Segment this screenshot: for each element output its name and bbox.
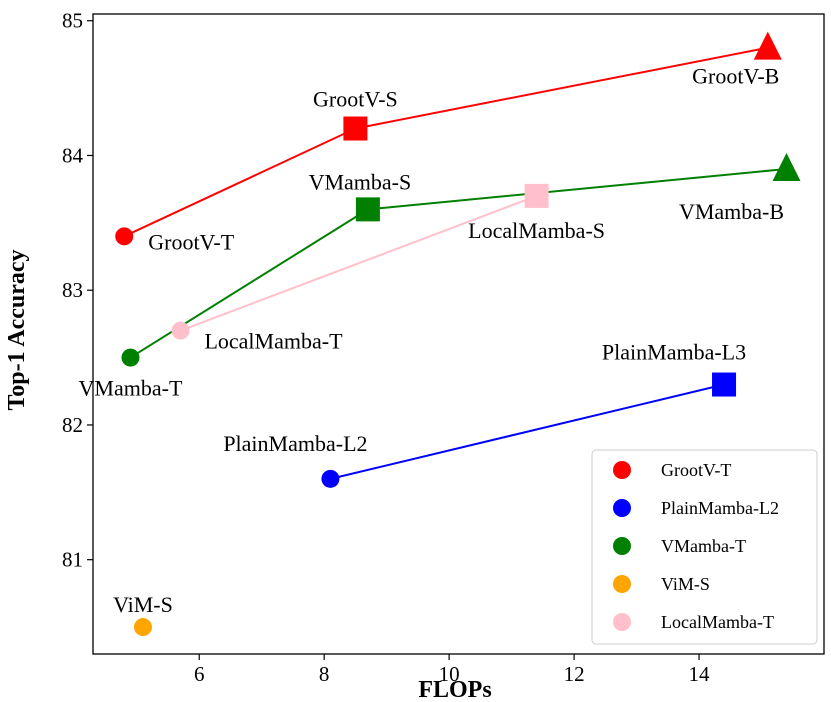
grootv-s-marker xyxy=(343,116,368,141)
x-axis-title: FLOPs xyxy=(418,677,491,702)
series-markers xyxy=(115,31,801,637)
legend-marker-plainmamba-l2 xyxy=(613,499,631,517)
legend-marker-localmamba-t xyxy=(613,613,631,631)
x-tick-label-12: 12 xyxy=(564,662,585,686)
x-tick-label-14: 14 xyxy=(689,662,711,686)
vmamba-b-label: VMamba-B xyxy=(679,199,784,224)
plot-frame xyxy=(92,13,825,655)
legend-label-grootv-t: GrootV-T xyxy=(661,460,731,480)
legend-label-vmamba-t: VMamba-T xyxy=(661,536,746,556)
vmamba-t-marker xyxy=(121,348,140,367)
plainmamba-l3-label: PlainMamba-L3 xyxy=(602,340,746,365)
point-labels: GrootV-T GrootV-S GrootV-B VMamba-T VMamba-S… xyxy=(79,64,785,617)
localmamba-t-marker xyxy=(171,321,190,340)
legend-label-vim-s: ViM-S xyxy=(661,574,710,594)
x-tick-label-10: 10 xyxy=(439,662,460,686)
legend: GrootV-T PlainMamba-L2 VMamba-T ViM-S LocalM… xyxy=(591,449,818,645)
vim-s-label: ViM-S xyxy=(113,592,173,617)
y-tick-label-84: 84 xyxy=(62,143,84,167)
y-tick-label-82: 82 xyxy=(62,413,83,437)
y-tick-label-85: 85 xyxy=(62,9,83,33)
grootv-b-label: GrootV-B xyxy=(692,64,779,89)
grootv-s-label: GrootV-S xyxy=(313,87,398,112)
legend-marker-vim-s xyxy=(613,575,631,593)
legend-box xyxy=(591,449,818,645)
grootv-series-line xyxy=(123,46,768,238)
vmamba-b-marker xyxy=(772,152,801,181)
localmamba-series-line xyxy=(180,194,537,332)
vim-s-marker xyxy=(133,618,152,637)
axes: 6 8 10 12 14 81 82 83 84 85 xyxy=(62,9,825,686)
vmamba-t-label: VMamba-T xyxy=(79,376,183,401)
legend-label-localmamba-t: LocalMamba-T xyxy=(661,612,774,632)
legend-marker-grootv-t xyxy=(613,461,631,479)
y-tick-label-81: 81 xyxy=(62,548,83,572)
vmamba-s-label: VMamba-S xyxy=(309,169,412,194)
localmamba-s-marker xyxy=(524,183,549,208)
grootv-t-marker xyxy=(115,227,134,246)
plainmamba-l3-marker xyxy=(712,372,737,397)
legend-marker-vmamba-t xyxy=(613,537,631,555)
localmamba-t-label: LocalMamba-T xyxy=(204,329,343,354)
grootv-b-marker xyxy=(753,31,782,60)
y-tick-label-83: 83 xyxy=(62,278,83,302)
plainmamba-l2-marker xyxy=(321,469,340,488)
x-tick-label-6: 6 xyxy=(194,662,205,686)
legend-label-plainmamba-l2: PlainMamba-L2 xyxy=(661,498,779,518)
plainmamba-l2-label: PlainMamba-L2 xyxy=(223,431,367,456)
y-axis-title: Top-1 Accuracy xyxy=(4,249,30,410)
grootv-t-label: GrootV-T xyxy=(148,229,235,254)
vmamba-s-marker xyxy=(355,197,380,222)
localmamba-s-label: LocalMamba-S xyxy=(468,218,605,243)
x-tick-label-8: 8 xyxy=(319,662,330,686)
series-lines xyxy=(123,46,787,480)
plainmamba-series-line xyxy=(330,383,725,480)
